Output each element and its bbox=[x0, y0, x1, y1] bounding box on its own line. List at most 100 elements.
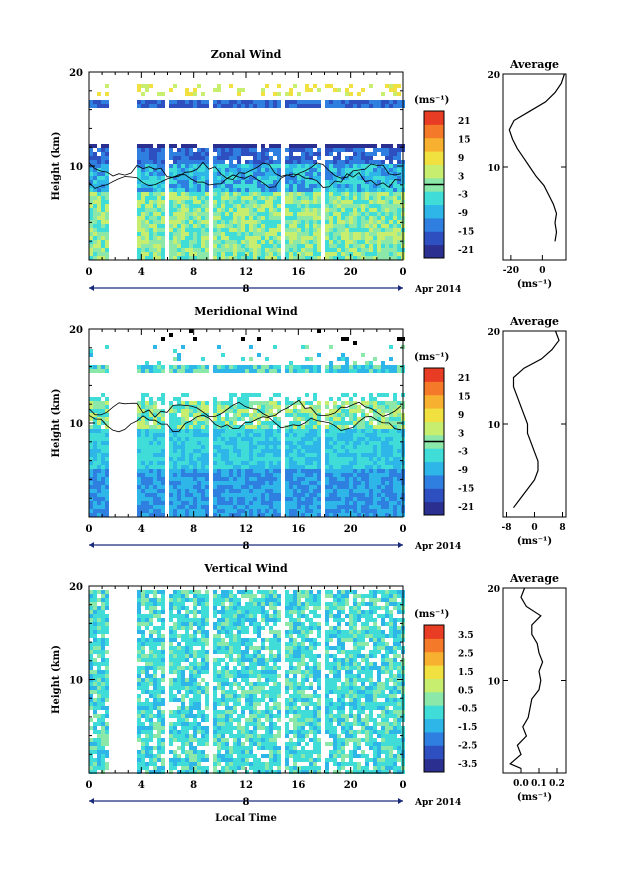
colorbar-tick-label: -21 bbox=[458, 246, 474, 256]
colorbar-swatch bbox=[424, 394, 444, 409]
colorbar-swatch bbox=[424, 244, 444, 259]
y-tick-label: 10 bbox=[69, 419, 83, 430]
colorbar-swatch bbox=[424, 164, 444, 179]
colorbar-tick-label: -15 bbox=[458, 484, 474, 494]
y-tick-label: 10 bbox=[69, 162, 83, 173]
contour-line bbox=[88, 399, 402, 418]
colorbar-swatch bbox=[424, 124, 444, 139]
colorbar-swatch bbox=[424, 448, 444, 463]
x-tick-label: 20 bbox=[344, 780, 358, 791]
x-tick-label: 16 bbox=[291, 780, 305, 791]
date-axis-arrow bbox=[398, 285, 403, 291]
colorbar-tick-label: 15 bbox=[458, 393, 471, 403]
colorbar-tick-label: 9 bbox=[458, 154, 464, 164]
colorbar-frame bbox=[423, 624, 445, 773]
x-tick-label: 0 bbox=[400, 524, 407, 535]
x-tick-label: 20 bbox=[344, 524, 358, 535]
colorbar-swatch bbox=[424, 408, 444, 422]
average-profile-line bbox=[509, 587, 544, 769]
panel-title: Vertical Wind bbox=[203, 562, 288, 575]
x-tick-label: 0 bbox=[86, 267, 93, 278]
x-tick-label: 4 bbox=[138, 524, 145, 535]
x-tick-label: 8 bbox=[190, 267, 197, 278]
panel-1 bbox=[88, 328, 567, 548]
x-tick-label: 8 bbox=[190, 780, 197, 791]
colorbar-swatch bbox=[424, 638, 444, 653]
average-y-tick-label: 20 bbox=[487, 328, 500, 338]
average-y-tick-label: 20 bbox=[487, 71, 500, 81]
average-x-tick-label: 0 bbox=[539, 266, 545, 276]
average-x-tick-label: 0.2 bbox=[549, 779, 565, 789]
colorbar-swatch bbox=[424, 731, 444, 746]
average-x-tick-label: 0 bbox=[531, 523, 537, 533]
y-axis-label: Height (km) bbox=[51, 389, 62, 458]
colorbar-tick-label: -21 bbox=[458, 503, 474, 513]
average-y-tick-label: 10 bbox=[487, 164, 500, 174]
colorbar-tick-label: -1.5 bbox=[458, 723, 477, 733]
colorbar-swatch bbox=[424, 651, 444, 666]
colorbar-tick-label: -2.5 bbox=[458, 741, 477, 751]
colorbar-swatch bbox=[424, 705, 444, 720]
x-tick-label: 0 bbox=[400, 780, 407, 791]
colorbar-unit: (ms⁻¹) bbox=[414, 95, 449, 106]
panel-title: Zonal Wind bbox=[211, 48, 282, 61]
average-x-tick-label: -8 bbox=[502, 523, 512, 533]
date-axis-arrow bbox=[89, 798, 94, 804]
y-tick-label: 20 bbox=[69, 68, 83, 79]
average-frame bbox=[502, 587, 567, 774]
colorbar-tick-label: -3 bbox=[458, 191, 468, 201]
colorbar-swatch bbox=[424, 217, 444, 232]
x-tick-label: 0 bbox=[400, 267, 407, 278]
x-tick-label: 8 bbox=[190, 524, 197, 535]
colorbar-swatch bbox=[424, 381, 444, 396]
colorbar-tick-label: 3.5 bbox=[458, 631, 474, 641]
colorbar-tick-label: -3.5 bbox=[458, 760, 477, 770]
x-tick-label: 12 bbox=[239, 780, 253, 791]
y-tick-label: 20 bbox=[69, 325, 83, 336]
y-axis-label: Height (km) bbox=[51, 132, 62, 201]
date-axis-arrow bbox=[398, 798, 403, 804]
colorbar-swatch bbox=[424, 204, 444, 219]
colorbar-tick-label: 9 bbox=[458, 411, 464, 421]
colorbar-swatch bbox=[424, 368, 444, 382]
colorbar-swatch bbox=[424, 488, 444, 503]
y-axis-label: Height (km) bbox=[51, 645, 62, 714]
colorbar-swatch bbox=[424, 421, 444, 436]
average-title: Average bbox=[509, 315, 559, 328]
colorbar-tick-label: -0.5 bbox=[458, 705, 477, 715]
colorbar-tick-label: 3 bbox=[458, 172, 464, 182]
colorbar-swatch bbox=[424, 625, 444, 639]
average-x-tick-label: 0.1 bbox=[531, 779, 547, 789]
average-y-tick-label: 10 bbox=[487, 678, 500, 688]
date-label: Apr 2014 bbox=[414, 285, 461, 295]
average-x-tick-label: -20 bbox=[503, 266, 519, 276]
colorbar-swatch bbox=[424, 718, 444, 733]
average-y-tick-label: 20 bbox=[487, 585, 500, 595]
average-x-label: (ms⁻¹) bbox=[517, 279, 552, 290]
contour-line bbox=[88, 161, 402, 180]
x-tick-label: 16 bbox=[291, 267, 305, 278]
date-label: Apr 2014 bbox=[414, 542, 461, 552]
colorbar-swatch bbox=[424, 691, 444, 706]
colorbar-tick-label: 0.5 bbox=[458, 686, 474, 696]
colorbar-swatch bbox=[424, 665, 444, 679]
colorbar-tick-label: 15 bbox=[458, 136, 471, 146]
date-day-label: 8 bbox=[243, 541, 250, 552]
colorbar-tick-label: -9 bbox=[458, 466, 468, 476]
colorbar-swatch bbox=[424, 151, 444, 165]
average-profile-line bbox=[512, 330, 560, 509]
x-tick-label: 0 bbox=[86, 780, 93, 791]
colorbar-swatch bbox=[424, 461, 444, 476]
x-tick-label: 16 bbox=[291, 524, 305, 535]
y-tick-label: 20 bbox=[69, 582, 83, 593]
colorbar-swatch bbox=[424, 137, 444, 152]
average-title: Average bbox=[509, 572, 559, 585]
x-tick-label: 4 bbox=[138, 780, 145, 791]
x-tick-label: 4 bbox=[138, 267, 145, 278]
date-day-label: 8 bbox=[243, 797, 250, 808]
colorbar-tick-label: 2.5 bbox=[458, 650, 474, 660]
heatmap-field bbox=[89, 329, 405, 517]
colorbar-swatch bbox=[424, 501, 444, 516]
colorbar-tick-label: -9 bbox=[458, 209, 468, 219]
colorbar-unit: (ms⁻¹) bbox=[414, 609, 449, 620]
